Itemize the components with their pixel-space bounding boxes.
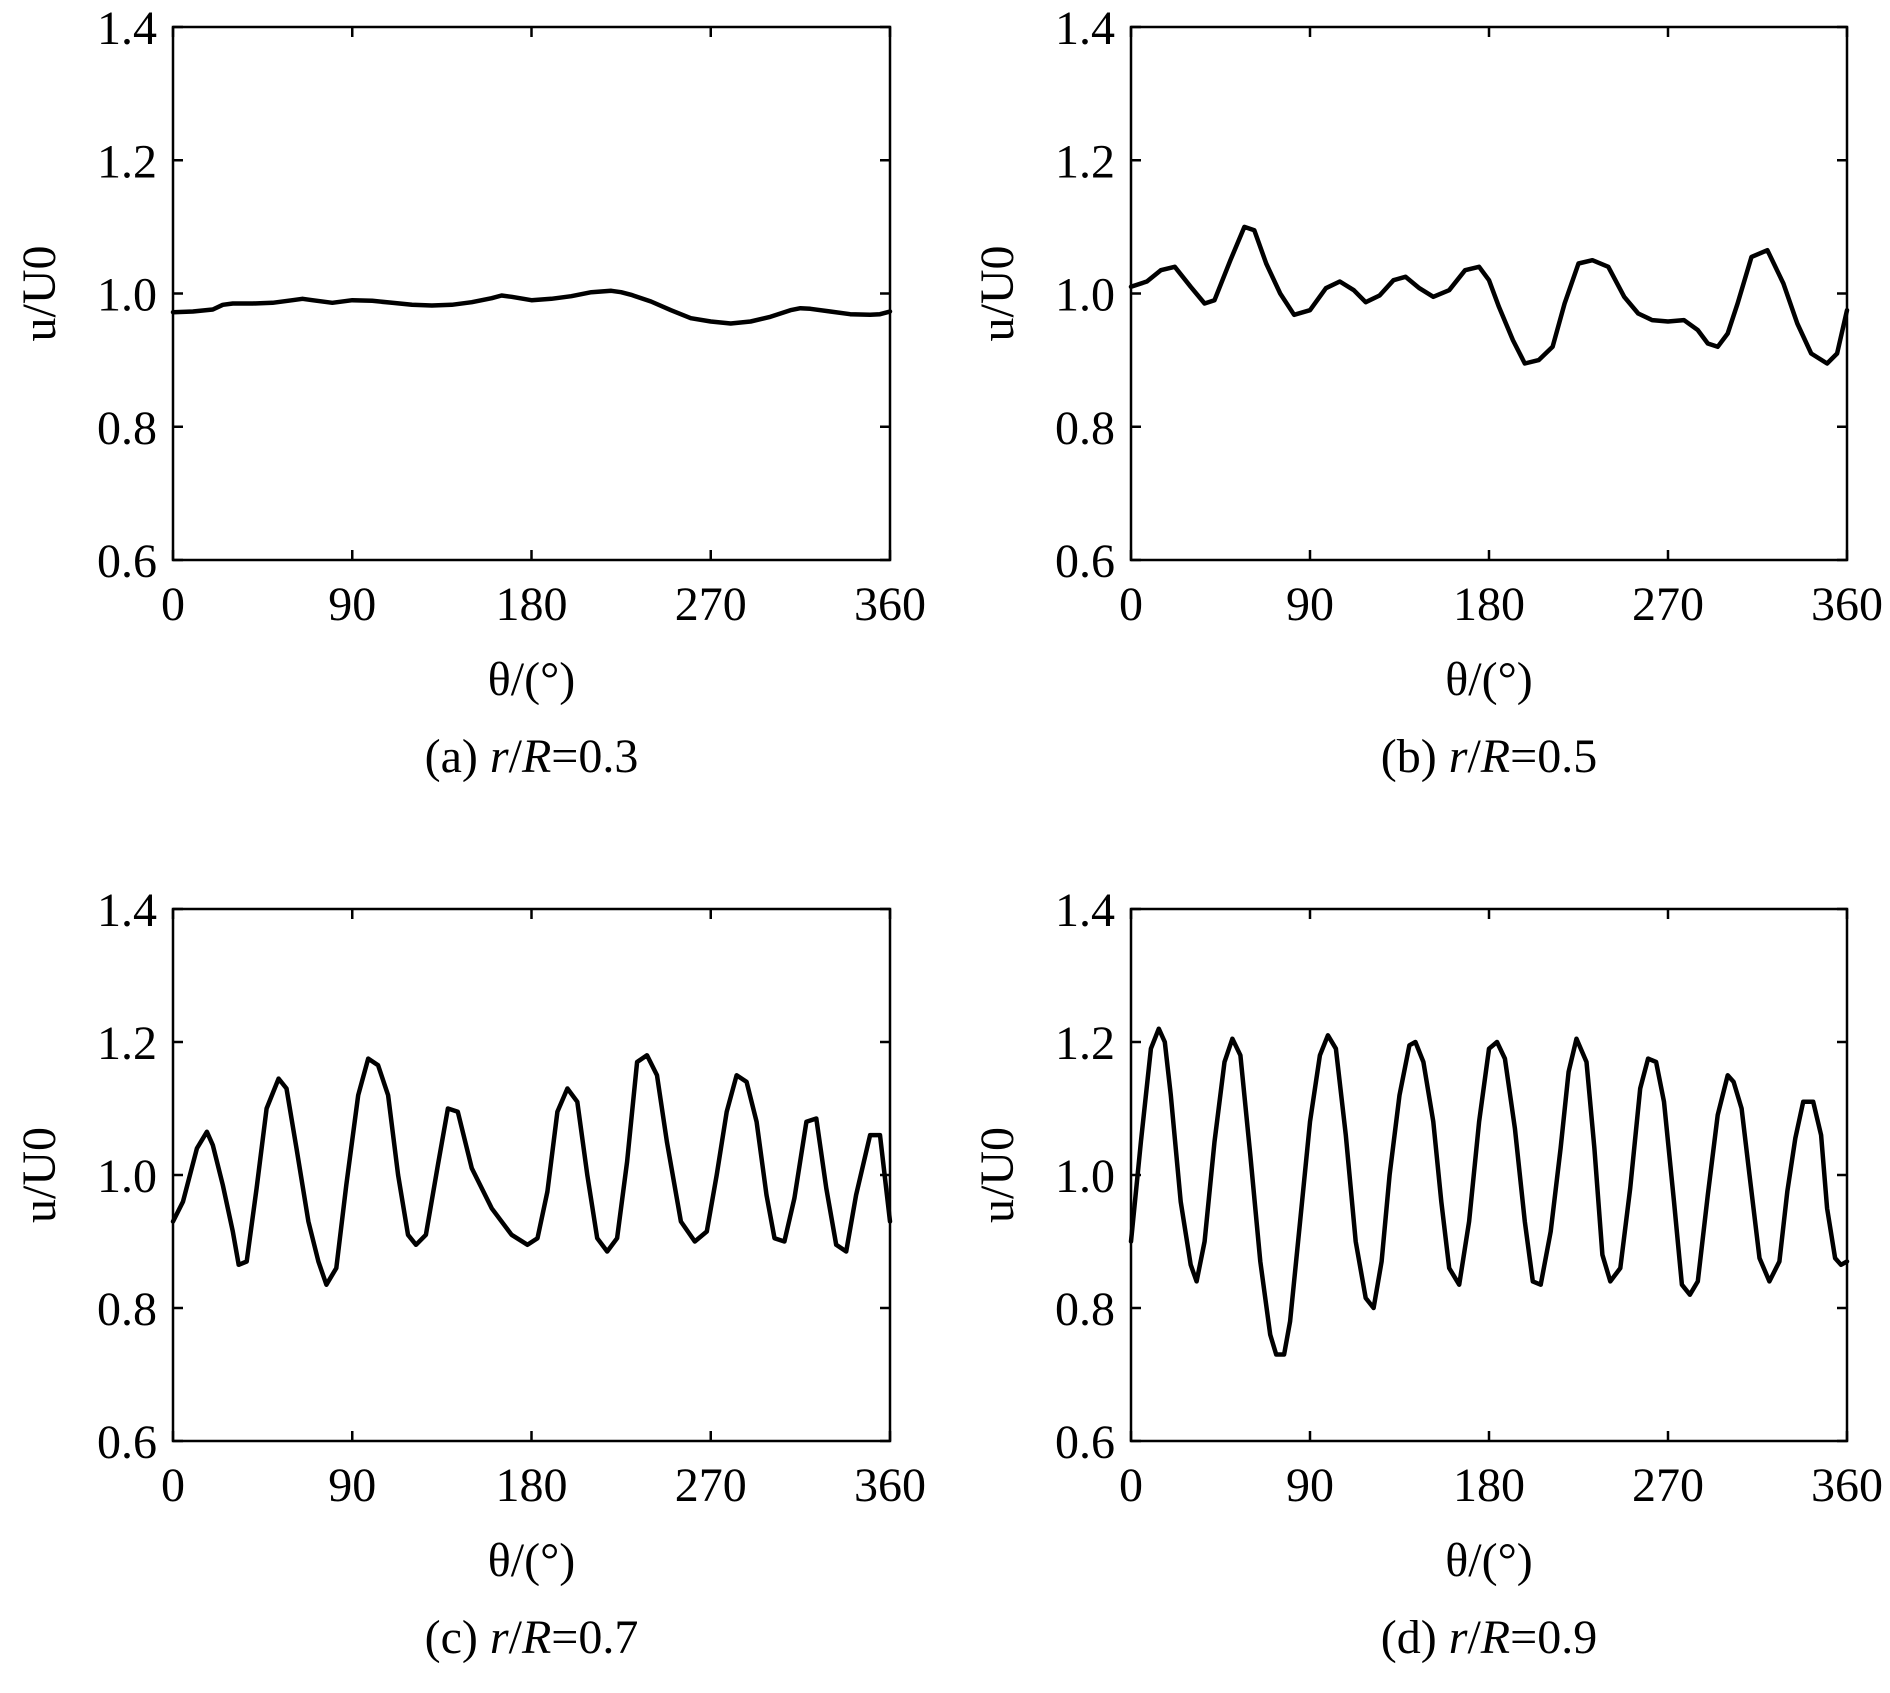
x-tick-label-a-1: 90 (328, 578, 376, 631)
x-tick-label-d-4: 360 (1811, 1459, 1883, 1512)
x-tick-label-b-3: 270 (1632, 578, 1704, 631)
y-tick-label-b-0: 0.6 (1055, 535, 1115, 588)
y-tick-label-c-2: 1.0 (97, 1150, 157, 1203)
x-tick-label-b-0: 0 (1119, 578, 1143, 631)
caption-value-a: =0.3 (551, 730, 638, 783)
panel-caption-b: (b) r/R=0.5 (1381, 730, 1597, 783)
y-tick-label-c-0: 0.6 (97, 1416, 157, 1469)
data-points-c (172, 1055, 891, 1285)
y-tick-label-b-2: 1.0 (1055, 269, 1115, 322)
caption-value-b: =0.5 (1510, 730, 1597, 783)
y-tick-label-a-0: 0.6 (97, 535, 157, 588)
x-tick-label-d-0: 0 (1119, 1459, 1143, 1512)
x-tick-label-b-4: 360 (1811, 578, 1883, 631)
y-tick-label-c-1: 0.8 (97, 1283, 157, 1336)
caption-label-b: (b) (1381, 730, 1449, 783)
caption-slash-d: / (1467, 1611, 1481, 1664)
caption-slash-a: / (509, 730, 523, 783)
x-tick-label-a-3: 270 (675, 578, 747, 631)
y-tick-label-a-2: 1.0 (97, 269, 157, 322)
y-axis-title-b: u/U0 (971, 246, 1024, 342)
y-tick-label-b-1: 0.8 (1055, 402, 1115, 455)
x-tick-label-c-1: 90 (328, 1459, 376, 1512)
y-tick-label-d-2: 1.0 (1055, 1150, 1115, 1203)
y-tick-label-b-4: 1.4 (1055, 2, 1115, 55)
caption-var-R-d: R (1480, 1611, 1510, 1664)
x-tick-label-d-1: 90 (1286, 1459, 1334, 1512)
y-tick-label-a-1: 0.8 (97, 402, 157, 455)
x-axis-title-b: θ/(°) (1445, 653, 1533, 706)
y-tick-label-d-0: 0.6 (1055, 1416, 1115, 1469)
y-tick-label-d-4: 1.4 (1055, 884, 1115, 937)
caption-slash-c: / (509, 1611, 523, 1664)
y-tick-label-d-1: 0.8 (1055, 1283, 1115, 1336)
data-points-b (1130, 226, 1848, 364)
panel-c: 0 90 180 270 360 0.6 0.8 1.0 1.2 1.4 θ/(°) u/U0 (c) … (13, 884, 926, 1664)
y-tick-label-d-3: 1.2 (1055, 1017, 1115, 1070)
y-axis-title-d: u/U0 (971, 1127, 1024, 1223)
x-tick-label-c-2: 180 (496, 1459, 568, 1512)
panel-a: 0 90 180 270 360 0.6 0.8 1.0 1.2 1.4 θ/(°) u/U0 (a) … (13, 2, 926, 783)
y-tick-label-a-3: 1.2 (97, 135, 157, 188)
x-tick-label-a-0: 0 (161, 578, 185, 631)
y-tick-label-a-4: 1.4 (97, 2, 157, 55)
caption-value-c: =0.7 (551, 1611, 638, 1664)
x-tick-label-a-4: 360 (854, 578, 926, 631)
x-tick-label-c-0: 0 (161, 1459, 185, 1512)
data-points-a (172, 290, 891, 324)
caption-label-a: (a) (425, 730, 490, 783)
x-tick-label-b-2: 180 (1453, 578, 1525, 631)
x-tick-label-a-2: 180 (496, 578, 568, 631)
panel-caption-c: (c) r/R=0.7 (425, 1611, 639, 1664)
panel-caption-d: (d) r/R=0.9 (1381, 1611, 1597, 1664)
caption-var-r-c: r (490, 1611, 509, 1664)
caption-var-r-d: r (1449, 1611, 1468, 1664)
caption-var-r-b: r (1449, 730, 1468, 783)
caption-var-R-a: R (521, 730, 551, 783)
x-axis-title-a: θ/(°) (488, 653, 576, 706)
panel-d: 0 90 180 270 360 0.6 0.8 1.0 1.2 1.4 θ/(°) u/U0 (d) … (971, 884, 1883, 1664)
x-tick-label-b-1: 90 (1286, 578, 1334, 631)
x-axis-title-c: θ/(°) (488, 1534, 576, 1587)
y-tick-label-b-3: 1.2 (1055, 135, 1115, 188)
caption-var-R-b: R (1480, 730, 1510, 783)
x-tick-label-c-3: 270 (675, 1459, 747, 1512)
y-axis-title-c: u/U0 (13, 1127, 66, 1223)
caption-label-d: (d) (1381, 1611, 1449, 1664)
x-tick-label-c-4: 360 (854, 1459, 926, 1512)
x-tick-label-d-2: 180 (1453, 1459, 1525, 1512)
panel-caption-a: (a) r/R=0.3 (425, 730, 639, 783)
x-axis-title-d: θ/(°) (1445, 1534, 1533, 1587)
series-line-d (1128, 1026, 1850, 1357)
panel-b: 0 90 180 270 360 0.6 0.8 1.0 1.2 1.4 θ/(°) u/U0 (b) … (971, 2, 1883, 783)
caption-var-R-c: R (521, 1611, 551, 1664)
caption-var-r-a: r (490, 730, 509, 783)
caption-slash-b: / (1467, 730, 1481, 783)
caption-label-c: (c) (425, 1611, 490, 1664)
y-tick-label-c-4: 1.4 (97, 884, 157, 937)
panels: 0 90 180 270 360 0.6 0.8 1.0 1.2 1.4 θ/(°) u/U0 (a) … (13, 2, 1883, 1664)
series-line-b (1128, 224, 1850, 366)
x-tick-label-d-3: 270 (1632, 1459, 1704, 1512)
data-points-d (1130, 1028, 1848, 1355)
caption-value-d: =0.9 (1510, 1611, 1597, 1664)
y-tick-label-c-3: 1.2 (97, 1017, 157, 1070)
y-axis-title-a: u/U0 (13, 246, 66, 342)
